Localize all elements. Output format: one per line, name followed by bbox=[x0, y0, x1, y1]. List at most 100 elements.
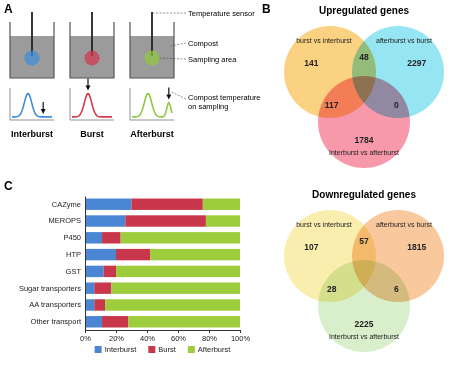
venn: Upregulated genesburst vs interburstafte… bbox=[284, 5, 444, 168]
region-count: 1815 bbox=[407, 242, 426, 252]
sampling-area bbox=[25, 51, 39, 65]
bar bbox=[105, 299, 240, 310]
bars bbox=[85, 199, 240, 328]
tick-mark bbox=[240, 330, 241, 333]
sampling-arrow bbox=[43, 102, 44, 110]
tick-label: 0% bbox=[80, 334, 91, 343]
bar bbox=[102, 316, 128, 327]
region-count: 2297 bbox=[407, 58, 426, 68]
bar bbox=[85, 199, 132, 210]
tick: AA transporters bbox=[29, 300, 81, 309]
temperature-curve bbox=[72, 94, 112, 117]
region-count: 28 bbox=[327, 284, 337, 294]
stage: Burst bbox=[70, 12, 114, 139]
callout: Compost bbox=[188, 39, 219, 48]
tick: 60% bbox=[171, 330, 186, 343]
stage-label: Afterburst bbox=[130, 129, 174, 139]
bar bbox=[85, 215, 125, 226]
sampling-arrow-head bbox=[41, 109, 46, 114]
bar bbox=[206, 215, 240, 226]
stage-label: Interburst bbox=[11, 129, 53, 139]
panel-label: A bbox=[4, 2, 13, 16]
bar bbox=[85, 282, 94, 293]
legend-item: Interburst bbox=[95, 345, 138, 354]
tick: 20% bbox=[109, 330, 124, 343]
chart-title: Downregulated genes bbox=[312, 189, 416, 200]
tick: HTP bbox=[66, 250, 81, 259]
legend: Interburst Burst Afterburst bbox=[95, 345, 232, 354]
tick: 0% bbox=[80, 330, 91, 343]
tick-mark bbox=[209, 330, 210, 333]
temperature-sensor bbox=[31, 12, 33, 56]
stage: Interburst bbox=[10, 12, 54, 139]
temperature-sensor bbox=[151, 12, 153, 56]
region-count: 1784 bbox=[355, 135, 374, 145]
panel-label: C bbox=[4, 179, 13, 193]
legend-label: Burst bbox=[158, 345, 176, 354]
tick-label: CAZyme bbox=[52, 200, 81, 209]
region-count: 107 bbox=[304, 242, 318, 252]
temperature-curve bbox=[12, 94, 52, 117]
callout: on sampling bbox=[188, 102, 228, 111]
panel-label: B bbox=[262, 2, 271, 16]
sampling-arrow bbox=[168, 88, 169, 96]
tick-label: 40% bbox=[140, 334, 155, 343]
callout: Compost temperature bbox=[188, 93, 261, 102]
bar bbox=[94, 299, 105, 310]
legend-item: Burst bbox=[148, 345, 176, 354]
stage-label: Burst bbox=[80, 129, 104, 139]
chart-title: Upregulated genes bbox=[319, 5, 409, 16]
legend-item: Afterburst bbox=[188, 345, 231, 354]
set-label: afterburst vs burst bbox=[376, 221, 432, 228]
callout-line bbox=[171, 92, 186, 99]
bar bbox=[94, 282, 111, 293]
bar bbox=[150, 249, 240, 260]
bar bbox=[85, 232, 102, 243]
tick: P450 bbox=[63, 233, 81, 242]
bar bbox=[104, 266, 116, 277]
bar bbox=[85, 249, 116, 260]
tick-mark bbox=[147, 330, 148, 333]
legend-label: Afterburst bbox=[198, 345, 231, 354]
tick-label: GST bbox=[66, 267, 82, 276]
curve-axes bbox=[130, 88, 174, 120]
tick-label: Other transport bbox=[31, 317, 82, 326]
legend-swatch bbox=[95, 346, 102, 353]
axis-line bbox=[86, 331, 241, 334]
axis-line bbox=[85, 197, 86, 331]
tick-mark bbox=[178, 330, 179, 333]
sampling-arrow bbox=[87, 79, 88, 87]
tick-mark bbox=[116, 330, 117, 333]
callout: Temperature sensor bbox=[188, 9, 255, 18]
sampling-arrow-head bbox=[86, 86, 91, 91]
temperature-curve bbox=[132, 94, 172, 117]
legend-swatch bbox=[148, 346, 155, 353]
tick: MEROPS bbox=[48, 216, 81, 225]
set-label: burst vs interburst bbox=[296, 221, 352, 228]
tick: Other transport bbox=[31, 317, 82, 326]
tick-label: 60% bbox=[171, 334, 186, 343]
curve-axes bbox=[70, 88, 114, 120]
bar bbox=[132, 199, 203, 210]
sampling-area bbox=[145, 51, 159, 65]
tick-label: AA transporters bbox=[29, 300, 81, 309]
bar bbox=[85, 266, 104, 277]
tick: CAZyme bbox=[52, 200, 81, 209]
x-axis: 0%20%40%60%80%100% bbox=[80, 330, 250, 343]
tick-label: 80% bbox=[202, 334, 217, 343]
sampling-area bbox=[85, 51, 99, 65]
bar bbox=[85, 299, 94, 310]
legend-swatch bbox=[188, 346, 195, 353]
tick-label: MEROPS bbox=[48, 216, 81, 225]
y-axis: CAZymeMEROPSP450HTPGSTSugar transporters… bbox=[19, 197, 86, 331]
tick-label: 20% bbox=[109, 334, 124, 343]
stage: Afterburst bbox=[130, 12, 174, 139]
sampling-arrow-head bbox=[166, 95, 171, 100]
bar bbox=[116, 249, 150, 260]
bar bbox=[85, 316, 102, 327]
callout: Sampling area bbox=[188, 55, 237, 64]
region-count: 141 bbox=[304, 58, 318, 68]
region-count: 2225 bbox=[355, 319, 374, 329]
bar bbox=[116, 266, 240, 277]
tick-label: P450 bbox=[63, 233, 81, 242]
